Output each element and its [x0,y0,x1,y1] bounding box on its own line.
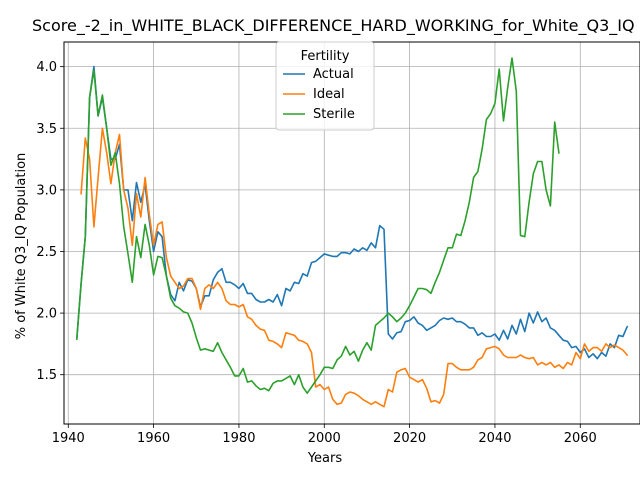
y-axis: 1.5 2.0 2.5 3.0 3.5 4.0 [36,60,64,383]
y-tick-label: 2.5 [36,245,57,260]
x-tick-label: 2040 [478,431,511,446]
legend-label-ideal: Ideal [313,87,345,102]
y-tick-label: 1.5 [36,368,57,383]
x-tick-label: 2020 [393,431,426,446]
y-tick-label: 3.0 [36,183,57,198]
series-layer [75,57,629,408]
x-tick-label: 1960 [137,431,170,446]
legend: Fertility Actual Ideal Sterile [275,41,375,131]
x-tick-label: 1980 [222,431,255,446]
x-tick-label: 2060 [564,431,597,446]
x-tick-label: 1940 [52,431,85,446]
legend-box [275,41,375,131]
x-axis: 1940 1960 1980 2000 2020 2040 2060 [52,424,597,446]
legend-label-sterile: Sterile [313,107,355,122]
y-tick-label: 2.0 [36,307,57,322]
y-axis-label: % of White Q3_IQ Population [14,153,29,340]
series-line-sterile [75,57,560,394]
y-tick-label: 4.0 [36,60,57,75]
x-tick-label: 2000 [308,431,341,446]
series-line-ideal [80,127,629,408]
x-axis-label: Years [307,451,343,466]
y-tick-label: 3.5 [36,122,57,137]
legend-title: Fertility [301,49,350,64]
legend-label-actual: Actual [313,67,354,82]
chart-title: Score_-2_in_WHITE_BLACK_DIFFERENCE_HARD_… [32,16,635,36]
